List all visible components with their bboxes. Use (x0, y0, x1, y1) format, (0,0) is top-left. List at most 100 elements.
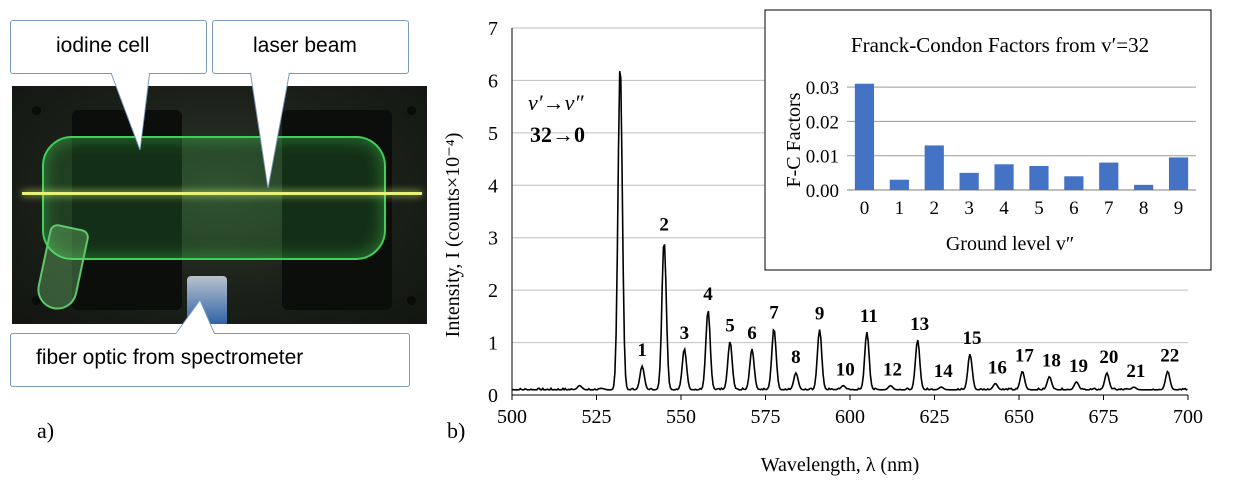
laser-beam-text: laser beam (253, 34, 357, 57)
cell-mount-left (72, 110, 182, 310)
fiber-optic-text: fiber optic from spectrometer (36, 346, 304, 369)
inset-bar (1029, 166, 1049, 190)
inset-bar (1064, 176, 1084, 190)
inset-x-tick-label: 1 (895, 198, 905, 219)
spectrum-peak-label: 5 (725, 316, 735, 337)
inset-x-tick-label: 5 (1034, 198, 1044, 219)
spectrum-x-tick-label: 575 (751, 406, 781, 428)
spectrum-peak-label: 11 (860, 306, 878, 327)
spectrum-y-tick-labels: 0 1 2 3 4 5 6 7 (488, 18, 498, 407)
spectrum-x-tick-label: 525 (582, 406, 612, 428)
inset-x-axis-label: Ground level v″ (946, 233, 1074, 255)
inset-x-tick-label: 0 (860, 198, 870, 219)
inset-x-tick-label: 2 (930, 198, 940, 219)
spectrum-axes (511, 28, 1189, 400)
spectrum-peak-label: 16 (988, 357, 1007, 378)
laser-beam-line (22, 192, 422, 195)
inset-y-tick-label: 0.01 (806, 147, 839, 168)
spectrum-y-tick-label: 6 (488, 70, 498, 92)
spectrum-peak-label: 12 (883, 360, 902, 381)
panel-b-label: b) (447, 418, 466, 443)
inset-bar (959, 172, 979, 190)
spectrum-peak-label: 8 (791, 347, 801, 368)
callout-pointer-fills (111, 71, 289, 334)
inset-x-tick-label: 4 (999, 198, 1009, 219)
spectrum-x-tick-label: 550 (666, 406, 696, 428)
inset-x-tick-label: 6 (1069, 198, 1079, 219)
spectrum-y-axis-label: Intensity, I (counts×10⁻⁴) (442, 133, 464, 338)
spectrum-peak-label: 3 (680, 323, 690, 344)
spectrum-y-tick-label: 3 (488, 228, 498, 250)
inset-y-tick-label: 0.03 (806, 78, 839, 99)
inset-x-tick-labels: 0 1 2 3 4 5 6 7 8 9 (860, 198, 1184, 219)
spectrum-y-tick-label: 4 (488, 175, 498, 197)
breadboard-hole (407, 106, 416, 115)
spectrum-x-tick-labels: 500 525 550 575 600 625 650 675 700 (497, 406, 1203, 428)
iodine-cell-callout: iodine cell (10, 20, 207, 74)
spectrum-series-line (511, 70, 1188, 392)
inset-title: Franck-Condon Factors from v′=32 (851, 33, 1149, 57)
spectrum-y-tick-label: 7 (488, 18, 498, 40)
spectrum-x-tick-label: 600 (835, 406, 865, 428)
spectrum-x-tick-label: 500 (497, 406, 527, 428)
spectrum-peak-label: 21 (1126, 361, 1145, 382)
inset-x-tick-label: 9 (1174, 198, 1184, 219)
spectrum-peak-label: 14 (934, 361, 954, 382)
inset-y-tick-label: 0.00 (806, 181, 839, 202)
spectrum-peak-label: 19 (1069, 356, 1088, 377)
spectrum-peak-label: 13 (910, 314, 929, 335)
inset-bar (924, 145, 944, 190)
inset-y-axis-label: F-C Factors (783, 92, 805, 187)
inset-bar (889, 179, 909, 190)
laser-beam-pointer-fill (251, 71, 289, 186)
inset-bar (1168, 157, 1189, 190)
spectrum-x-axis-label: Wavelength, λ (nm) (761, 454, 920, 476)
inset-bar (1099, 162, 1119, 190)
glass-cell (42, 136, 386, 260)
spectrum-peak-label: 22 (1160, 345, 1179, 366)
spectrum-y-tick-label: 5 (488, 123, 498, 145)
spectrum-peak-label: 17 (1015, 345, 1035, 366)
spectrum-y-tick-label: 1 (488, 333, 498, 355)
breadboard-hole (407, 296, 416, 305)
inset-frame (764, 9, 1212, 271)
spectrum-peak-label: 1 (637, 340, 647, 361)
inset-x-tick-label: 8 (1139, 198, 1149, 219)
spectrum-peak-label: 6 (747, 323, 757, 344)
spectrum-peak-label: 20 (1099, 347, 1118, 368)
spectrum-x-tick-label: 650 (1004, 406, 1034, 428)
spectrum-peak-label: 9 (815, 303, 825, 324)
fiber-optic-pointer-fill (176, 302, 214, 334)
spectrum-peak-label: 7 (769, 302, 779, 323)
panel-a-label: a) (37, 418, 55, 443)
inset-bar (1134, 184, 1154, 190)
iodine-cell-pointer-fill (111, 71, 149, 148)
spectrum-y-tick-label: 0 (488, 385, 498, 407)
spectrum-peak-label: 18 (1042, 351, 1061, 372)
transition-annotation-line2: 32→0 (530, 122, 585, 147)
inset-bar (994, 164, 1014, 190)
inset-bar (854, 83, 875, 190)
spectrum-peak-label: 10 (836, 360, 855, 381)
transition-annotation-line1: v′→v″ (528, 90, 584, 115)
inset-bars (854, 83, 1189, 190)
spectrum-y-tick-label: 2 (488, 280, 498, 302)
inset-y-tick-label: 0.02 (806, 112, 839, 133)
spectrum-peak-label: 15 (962, 328, 981, 349)
spectrum-x-tick-label: 675 (1089, 406, 1119, 428)
inset-y-tick-labels: 0.00 0.01 0.02 0.03 (806, 78, 839, 202)
spectrum-peak-label: 4 (703, 284, 713, 305)
iodine-cell-photo (12, 86, 427, 324)
inset-x-tick-label: 3 (964, 198, 974, 219)
laser-beam-callout: laser beam (212, 20, 409, 74)
breadboard-hole (32, 296, 41, 305)
iodine-cell-text: iodine cell (56, 34, 150, 57)
inset-x-tick-label: 7 (1104, 198, 1114, 219)
spectrum-x-tick-label: 625 (920, 406, 950, 428)
spectrum-peak-label: 2 (659, 214, 669, 235)
breadboard-hole (32, 106, 41, 115)
fiber-optic-callout: fiber optic from spectrometer (10, 333, 410, 387)
